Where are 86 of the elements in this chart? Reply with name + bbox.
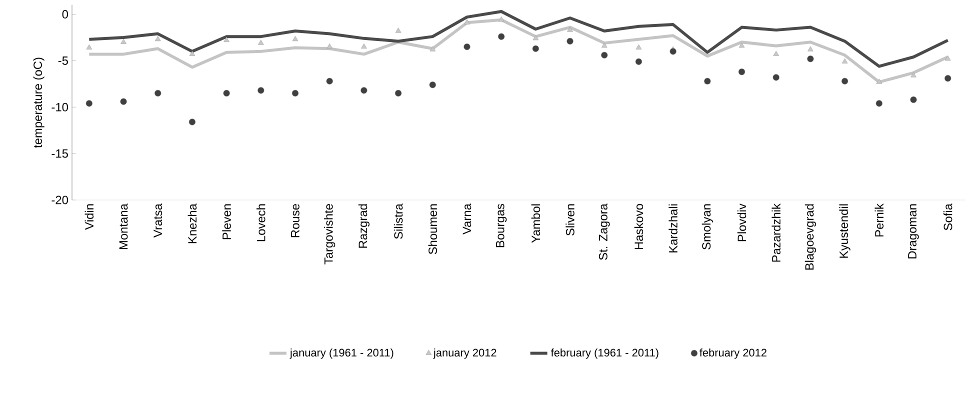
- point: [429, 82, 436, 88]
- x-tick-label: St. Zagora: [598, 204, 610, 260]
- point: [223, 90, 230, 97]
- point: [258, 40, 264, 45]
- x-tick-label: Blagoevgrad: [804, 204, 816, 270]
- point: [326, 78, 333, 84]
- x-tick-label: Smolyan: [702, 204, 713, 250]
- point: [326, 43, 333, 49]
- x-tick-label: Pernik: [874, 204, 884, 236]
- point: [944, 75, 952, 82]
- point: [876, 78, 882, 84]
- point: [464, 19, 470, 24]
- x-tick-label: Pazardzhik: [772, 204, 780, 262]
- x-tick-label: Dragoman: [908, 204, 919, 258]
- point: [532, 35, 539, 40]
- point: [430, 46, 436, 52]
- y-tick-label: -5: [58, 56, 68, 65]
- point: [189, 50, 196, 56]
- x-tick-label: Yambol: [531, 204, 540, 243]
- x-tick-label: Silistra: [394, 204, 403, 239]
- x-tick-label: Vidin: [84, 204, 94, 230]
- point: [772, 74, 780, 81]
- x-tick-label: Montana: [119, 204, 128, 250]
- point: [842, 58, 848, 64]
- point: [807, 56, 814, 62]
- x-tick-label: Plovdiv: [737, 204, 746, 242]
- legend-label: february 2012: [700, 348, 766, 359]
- x-tick-label: Sliven: [566, 204, 574, 236]
- point: [86, 44, 92, 50]
- legend-label: january 2012: [433, 348, 496, 359]
- x-tick-label: Sofia: [943, 204, 952, 230]
- point: [361, 43, 367, 49]
- point: [154, 36, 161, 42]
- y-tick-label: 0: [62, 10, 68, 19]
- point: [154, 90, 162, 97]
- point: [394, 90, 402, 97]
- point: [120, 98, 127, 105]
- point: [670, 48, 676, 55]
- x-tick-label: Haskovo: [634, 204, 644, 250]
- y-tick-label: -20: [52, 196, 68, 204]
- point: [738, 42, 745, 48]
- point: [395, 28, 402, 33]
- point: [808, 46, 814, 52]
- point: [292, 90, 299, 97]
- point: [498, 33, 505, 40]
- point: [566, 38, 574, 45]
- x-tick-label: Rouse: [291, 204, 300, 238]
- y-axis-title: temperature (oC): [33, 58, 44, 148]
- x-tick-label: Lovech: [256, 204, 266, 242]
- x-tick-label: Bourgas: [496, 204, 507, 248]
- point: [224, 36, 230, 42]
- point: [532, 45, 540, 52]
- point: [773, 50, 780, 56]
- point: [360, 87, 368, 94]
- point: [910, 96, 917, 104]
- point: [292, 36, 298, 42]
- y-tick-label: -15: [52, 149, 68, 158]
- point: [498, 16, 504, 22]
- point: [188, 118, 196, 126]
- point: [876, 100, 882, 107]
- point: [567, 26, 573, 32]
- x-tick-label: Kardzhali: [668, 204, 678, 252]
- point: [258, 87, 264, 94]
- point: [601, 42, 608, 48]
- y-tick-label: -10: [52, 102, 68, 112]
- legend-label: january (1961 - 2011): [290, 348, 394, 359]
- x-tick-label: Pleven: [222, 204, 231, 240]
- point: [86, 100, 93, 107]
- point: [944, 56, 951, 61]
- x-tick-label: Shoumen: [428, 204, 438, 254]
- x-tick-label: Varna: [462, 204, 472, 234]
- point: [601, 52, 608, 58]
- line-series: [88, 10, 950, 68]
- point: [636, 44, 642, 50]
- x-tick-label: Knezha: [188, 204, 197, 244]
- point: [738, 68, 746, 76]
- point: [464, 43, 470, 50]
- legend-label: february (1961 - 2011): [550, 348, 658, 359]
- point: [910, 72, 916, 78]
- x-tick-label: Targovishte: [324, 204, 336, 264]
- x-tick-label: Razgrad: [358, 204, 370, 248]
- x-tick-label: Vratsa: [154, 204, 162, 238]
- point: [120, 38, 126, 44]
- x-tick-label: Kyustendil: [839, 204, 850, 258]
- point: [635, 58, 642, 65]
- point: [841, 78, 848, 84]
